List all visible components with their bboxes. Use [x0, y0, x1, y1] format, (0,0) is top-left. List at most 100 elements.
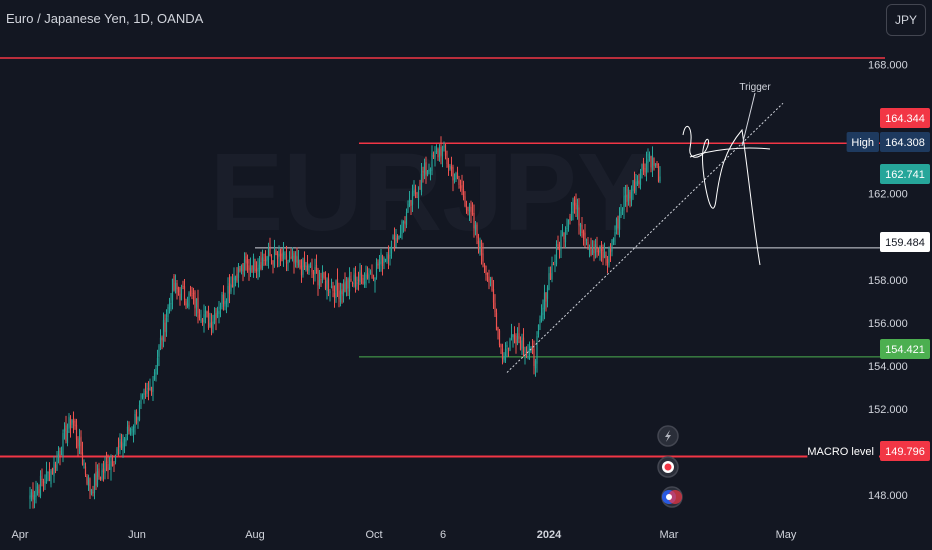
candle-body	[198, 314, 201, 319]
candle-body	[609, 245, 612, 253]
trigger-annotation[interactable]: Trigger	[739, 82, 771, 93]
target-icon[interactable]	[657, 456, 679, 478]
y-tick-label-6: 168.000	[868, 59, 908, 71]
price-tag-0[interactable]: 164.344	[880, 108, 930, 128]
candle-body	[359, 270, 361, 283]
candle-body	[435, 150, 438, 152]
candle-body	[654, 163, 657, 166]
candle-body	[35, 489, 37, 498]
candle-body	[495, 312, 498, 331]
candle-body	[434, 151, 436, 160]
candle-body	[230, 284, 232, 292]
x-tick-label-1: Jun	[128, 529, 146, 541]
price-tag-2[interactable]: 162.741	[880, 164, 930, 184]
candle-body	[263, 259, 265, 261]
candle-body	[351, 282, 354, 285]
candle-body	[116, 448, 118, 454]
candle-body	[48, 469, 51, 482]
candle-body	[150, 386, 153, 393]
candle-body	[597, 250, 600, 253]
price-tag-value-3: 159.484	[885, 237, 925, 249]
candle-body	[104, 463, 106, 474]
candle-body	[650, 156, 652, 168]
candle-body	[392, 236, 394, 239]
candle-body	[636, 181, 639, 185]
candle-body	[575, 203, 577, 210]
currency-button[interactable]: JPY	[886, 4, 926, 36]
candle-body	[504, 348, 507, 361]
x-tick-label-3: Oct	[365, 529, 382, 541]
candle-body	[278, 251, 280, 257]
economy-events-icon[interactable]	[661, 486, 683, 508]
price-tag-4[interactable]: 154.421	[880, 339, 930, 359]
candle-body	[32, 489, 34, 500]
candle-body	[594, 244, 597, 251]
candle-body	[243, 259, 246, 275]
candle-body	[516, 336, 519, 344]
candle-body	[344, 282, 346, 292]
candle-body	[593, 247, 595, 254]
candle-body	[329, 291, 331, 293]
candle-body	[291, 255, 294, 259]
candle-body	[164, 322, 166, 332]
candle-body	[509, 338, 511, 351]
candle-body	[105, 461, 108, 464]
candle-body	[458, 178, 460, 186]
candle-body	[453, 178, 456, 180]
candle-body	[98, 468, 100, 478]
candle-body	[284, 253, 286, 255]
candle-body	[408, 198, 411, 203]
candle-body	[146, 390, 148, 395]
candle-body	[614, 232, 616, 237]
candle-body	[54, 464, 57, 469]
candle-body	[545, 292, 547, 302]
candle-body	[324, 280, 327, 289]
candle-body	[171, 278, 174, 301]
candle-body	[360, 272, 363, 276]
candle-body	[29, 495, 31, 499]
candle-body	[296, 256, 298, 263]
candle-body	[542, 307, 544, 316]
candle-body	[404, 220, 406, 224]
candle-body	[306, 265, 309, 272]
price-tag-1[interactable]: 164.308 High	[846, 132, 930, 152]
candle-body	[431, 153, 433, 171]
price-tag-value-2: 162.741	[885, 169, 925, 181]
candle-body	[347, 279, 349, 289]
candle-body	[38, 489, 40, 494]
candle-body	[219, 306, 222, 309]
candle-body	[170, 303, 172, 305]
candle-body	[33, 495, 36, 500]
candle-body	[384, 259, 387, 261]
candle-body	[398, 236, 400, 240]
candle-body	[387, 255, 390, 259]
candle-body	[497, 327, 499, 331]
candle-body	[60, 454, 63, 456]
candle-body	[437, 148, 439, 158]
candle-body	[659, 176, 661, 182]
candle-body	[611, 239, 613, 252]
price-tag-3[interactable]: 159.484	[880, 232, 930, 252]
candle-body	[624, 195, 627, 198]
candle-body	[555, 243, 558, 265]
price-tag-5[interactable]: 149.796 MACRO level	[807, 441, 930, 461]
hand-drawn-stroke[interactable]	[689, 147, 771, 158]
candle-body	[30, 492, 33, 498]
candle-body	[521, 339, 523, 349]
candle-body	[372, 274, 375, 280]
candle-body	[293, 253, 295, 264]
candle-body	[510, 334, 513, 337]
candle-body	[386, 253, 388, 262]
candle-body	[177, 287, 180, 293]
candle-body	[72, 420, 75, 423]
candle-body	[485, 265, 487, 276]
lightning-icon[interactable]	[657, 425, 679, 447]
candle-body	[551, 263, 553, 280]
candle-body	[644, 167, 646, 173]
candle-body	[467, 209, 469, 211]
candle-body	[65, 425, 67, 441]
candle-body	[375, 262, 378, 278]
candle-body	[165, 318, 168, 333]
